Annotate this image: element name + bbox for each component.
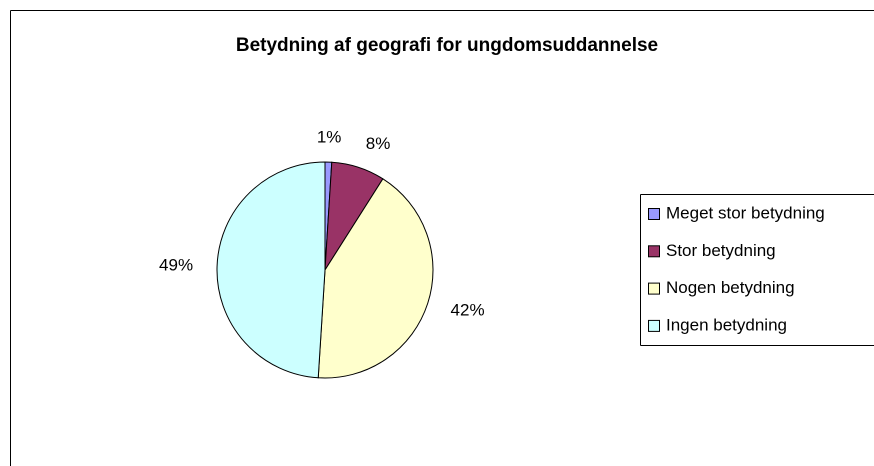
legend-swatch	[648, 208, 660, 220]
legend-label: Nogen betydning	[666, 278, 795, 297]
chart-title: Betydning af geografi for ungdomsuddanne…	[236, 35, 658, 56]
pie-slice	[317, 178, 434, 379]
data-label: 49%	[159, 255, 193, 274]
legend-swatch	[648, 245, 660, 258]
legend-swatch	[648, 319, 660, 332]
legend-swatch	[648, 282, 660, 295]
legend-label: Meget stor betydning	[666, 203, 825, 222]
pie-slice	[216, 161, 326, 379]
legend-label: Stor betydning	[666, 241, 776, 260]
data-label: 42%	[451, 300, 485, 319]
data-label: 1%	[317, 128, 342, 147]
data-label: 8%	[366, 134, 391, 153]
legend-label: Ingen betydning	[666, 315, 787, 334]
